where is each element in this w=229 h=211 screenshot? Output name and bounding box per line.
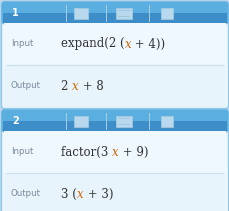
FancyBboxPatch shape xyxy=(2,1,227,108)
Bar xyxy=(74,8,88,19)
Text: 3 (: 3 ( xyxy=(61,188,76,200)
FancyBboxPatch shape xyxy=(2,110,227,211)
Text: x: x xyxy=(72,80,78,92)
Text: + 9): + 9) xyxy=(118,146,148,158)
Bar xyxy=(4,23,225,65)
Bar xyxy=(115,115,131,127)
Text: x: x xyxy=(76,188,83,200)
Text: 1: 1 xyxy=(12,8,19,18)
Bar xyxy=(160,8,172,19)
Bar xyxy=(4,65,225,107)
Bar xyxy=(4,131,225,173)
Text: 2: 2 xyxy=(61,80,72,92)
Bar xyxy=(5,4,224,13)
Text: factor(3: factor(3 xyxy=(61,146,112,158)
Bar xyxy=(4,173,225,211)
Bar xyxy=(3,121,226,131)
Bar xyxy=(3,13,226,23)
Bar xyxy=(160,115,172,127)
FancyBboxPatch shape xyxy=(2,110,227,133)
Text: Output: Output xyxy=(11,189,41,199)
Text: x: x xyxy=(112,146,118,158)
Text: Output: Output xyxy=(11,81,41,91)
Text: Input: Input xyxy=(11,39,33,49)
Bar xyxy=(74,115,88,127)
Bar xyxy=(115,8,131,19)
Bar xyxy=(5,112,224,121)
Text: + 3): + 3) xyxy=(83,188,112,200)
FancyBboxPatch shape xyxy=(2,1,227,24)
Text: Input: Input xyxy=(11,147,33,157)
Text: + 8: + 8 xyxy=(78,80,103,92)
Text: 2: 2 xyxy=(12,116,19,126)
Text: expand(2 (: expand(2 ( xyxy=(61,38,124,50)
Text: x: x xyxy=(124,38,131,50)
Text: + 4)): + 4)) xyxy=(131,38,165,50)
